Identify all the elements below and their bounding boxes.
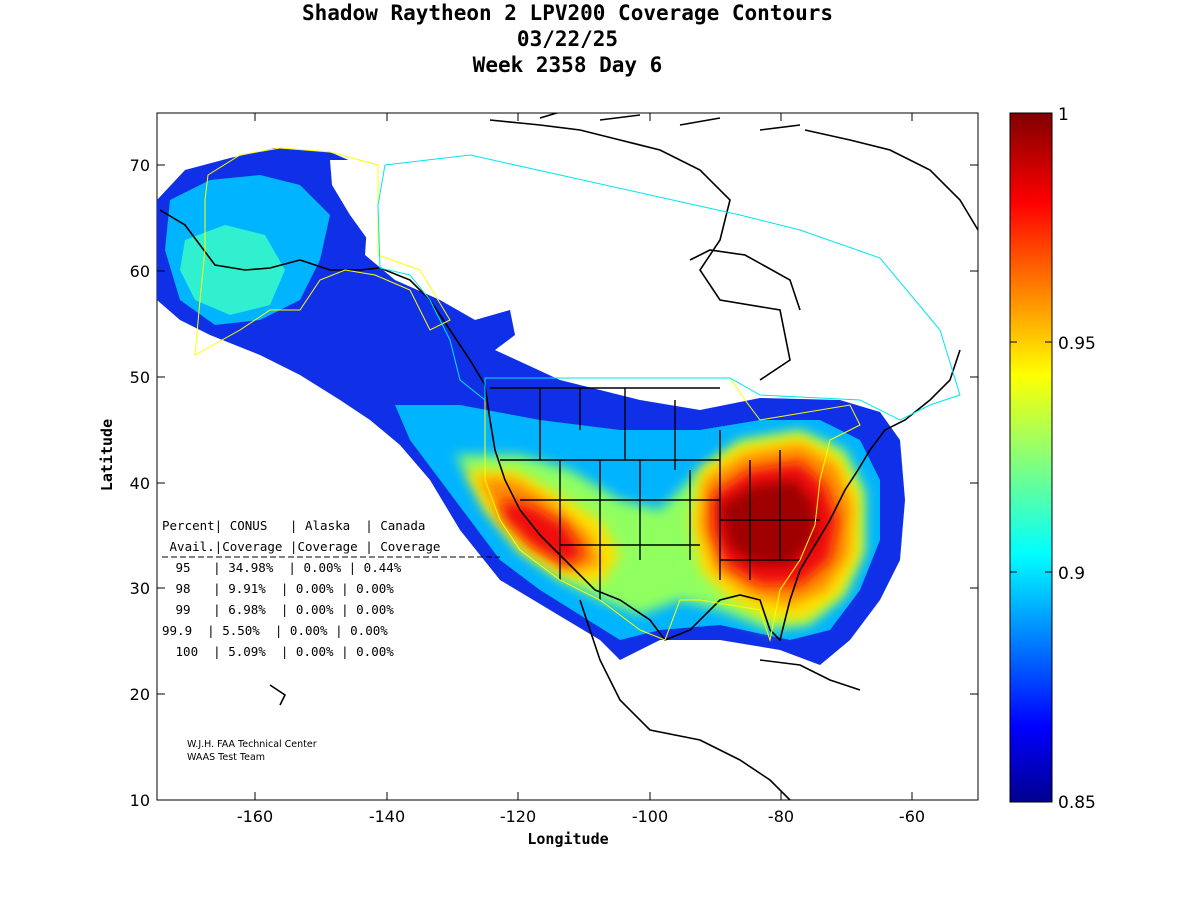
colorbar-ticks bbox=[1010, 341, 1052, 573]
y-tick-label: 60 bbox=[130, 262, 150, 281]
alaska-boundary bbox=[194, 147, 451, 356]
credit-line-2: WAAS Test Team bbox=[187, 752, 265, 763]
credit-line-1: W.J.H. FAA Technical Center bbox=[187, 739, 317, 750]
state-boundaries bbox=[490, 387, 820, 600]
service-boundaries bbox=[194, 147, 961, 642]
y-tick-label: 30 bbox=[130, 579, 150, 598]
coastlines bbox=[159, 113, 978, 800]
stats-table: Percent| CONUS | Alaska | Canada Avail.|… bbox=[162, 518, 500, 659]
chart-title: Shadow Raytheon 2 LPV200 Coverage Contou… bbox=[0, 0, 1135, 78]
x-tick-label: -160 bbox=[237, 807, 273, 826]
x-axis-label: Longitude bbox=[527, 830, 608, 848]
x-tick-label: -100 bbox=[632, 807, 668, 826]
colorbar-tick-label: 0.95 bbox=[1058, 334, 1096, 354]
colorbar-tick-label: 0.9 bbox=[1058, 564, 1085, 584]
colorbar-tick-label: 1 bbox=[1058, 105, 1069, 125]
stats-row: 99.9 | 5.50% | 0.00% | 0.00% bbox=[162, 623, 388, 638]
y-tick-label: 20 bbox=[130, 685, 150, 704]
stats-header-2: Avail.|Coverage |Coverage | Coverage bbox=[162, 539, 440, 554]
x-tick-label: -60 bbox=[899, 807, 925, 826]
conus-boundary bbox=[484, 377, 861, 642]
y-axis-label: Latitude bbox=[98, 419, 116, 491]
x-tick-label: -140 bbox=[369, 807, 405, 826]
stats-row: 99 | 6.98% | 0.00% | 0.00% bbox=[168, 602, 394, 617]
y-tick-label: 50 bbox=[130, 368, 150, 387]
axis-ticks bbox=[157, 113, 978, 800]
x-tick-label: -80 bbox=[768, 807, 794, 826]
y-tick-label: 10 bbox=[130, 791, 150, 810]
y-tick-label: 70 bbox=[130, 156, 150, 175]
y-tick-label: 40 bbox=[130, 474, 150, 493]
stats-row: 100 | 5.09% | 0.00% | 0.00% bbox=[168, 644, 394, 659]
stats-row: 95 | 34.98% | 0.00% | 0.44% bbox=[168, 560, 402, 575]
title-line-2: 03/22/25 bbox=[516, 27, 619, 51]
stats-row: 98 | 9.91% | 0.00% | 0.00% bbox=[168, 581, 394, 596]
x-tick-label: -120 bbox=[500, 807, 536, 826]
coverage-contours bbox=[157, 148, 905, 665]
canada-boundary bbox=[377, 154, 961, 421]
colorbar-tick-label: 0.85 bbox=[1058, 793, 1096, 813]
title-line-3: Week 2358 Day 6 bbox=[472, 53, 663, 77]
title-line-1: Shadow Raytheon 2 LPV200 Coverage Contou… bbox=[301, 1, 833, 25]
colorbar bbox=[1009, 112, 1053, 803]
stats-header-1: Percent| CONUS | Alaska | Canada bbox=[162, 518, 425, 533]
